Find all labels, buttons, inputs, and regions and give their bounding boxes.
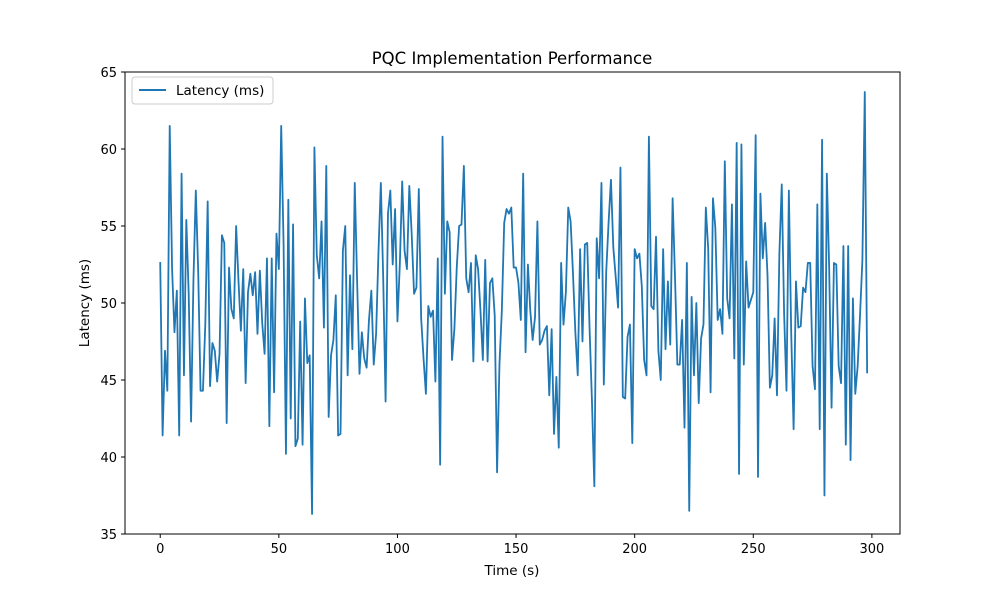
x-axis: 0 50 100 150 200 250 300 (156, 534, 884, 557)
x-tick-label: 150 (504, 542, 529, 557)
chart-title: PQC Implementation Performance (372, 49, 653, 68)
y-tick-label: 65 (100, 66, 117, 81)
legend-label: Latency (ms) (176, 83, 264, 99)
x-tick-label: 100 (385, 542, 410, 557)
y-axis-label: Latency (ms) (77, 259, 93, 347)
y-tick-label: 50 (100, 297, 117, 312)
y-tick-label: 45 (100, 374, 117, 389)
x-tick-label: 50 (271, 542, 288, 557)
x-tick-label: 300 (859, 542, 884, 557)
legend-box (131, 76, 274, 105)
y-tick-label: 35 (100, 528, 117, 543)
y-axis: 35 40 45 50 55 60 65 (100, 66, 125, 543)
series-line-latency (159, 91, 869, 515)
legend: Latency (ms) (131, 76, 274, 105)
x-tick-label: 200 (622, 542, 647, 557)
y-tick-label: 55 (100, 220, 117, 235)
y-tick-label: 60 (100, 143, 117, 158)
y-tick-label: 40 (100, 451, 117, 466)
x-tick-label: 0 (156, 542, 164, 557)
x-tick-label: 250 (741, 542, 766, 557)
x-axis-label: Time (s) (484, 563, 540, 579)
plot-area (159, 91, 869, 515)
